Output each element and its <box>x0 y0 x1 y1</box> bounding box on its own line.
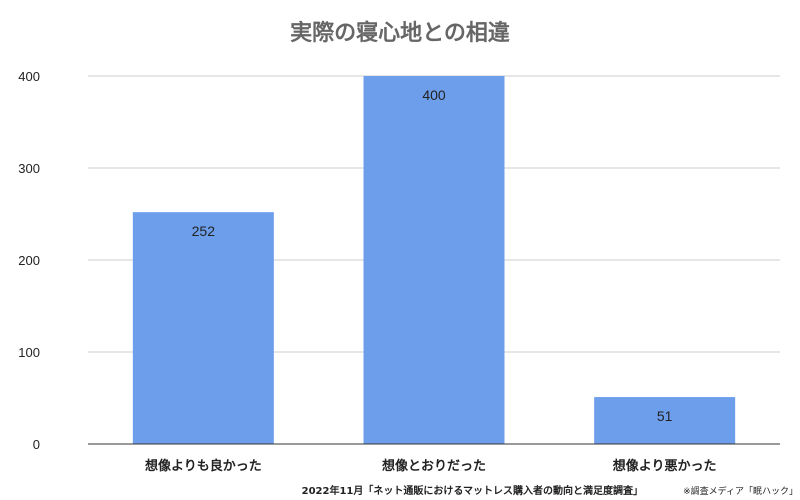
x-category-label: 想像よりも良かった <box>145 458 262 474</box>
footer-source: 2022年11月「ネット通販におけるマットレス購入者の動向と満足度調査」 <box>302 484 643 497</box>
y-tick-label: 100 <box>18 345 40 360</box>
bar-data-label: 400 <box>422 87 446 103</box>
x-category-label: 想像より悪かった <box>613 458 717 474</box>
bar <box>363 76 505 444</box>
x-axis-categories: 想像よりも良かった 想像とおりだった 想像より悪かった <box>145 458 717 474</box>
bars <box>132 76 736 444</box>
y-tick-label: 300 <box>18 161 40 176</box>
footer-note: ※調査メディア「眠ハック」 <box>683 485 798 497</box>
bar <box>594 397 736 444</box>
x-category-label: 想像とおりだった <box>382 458 486 474</box>
bar-data-label: 252 <box>192 223 216 239</box>
bar <box>132 212 274 444</box>
bar-data-label: 51 <box>657 408 673 424</box>
y-tick-label: 0 <box>33 437 40 452</box>
y-axis-ticks: 0 100 200 300 400 <box>18 69 40 452</box>
chart-title: 実際の寝心地との相違 <box>290 20 510 46</box>
y-tick-label: 400 <box>18 69 40 84</box>
y-tick-label: 200 <box>18 253 40 268</box>
data-labels: 252 400 51 <box>192 87 673 424</box>
